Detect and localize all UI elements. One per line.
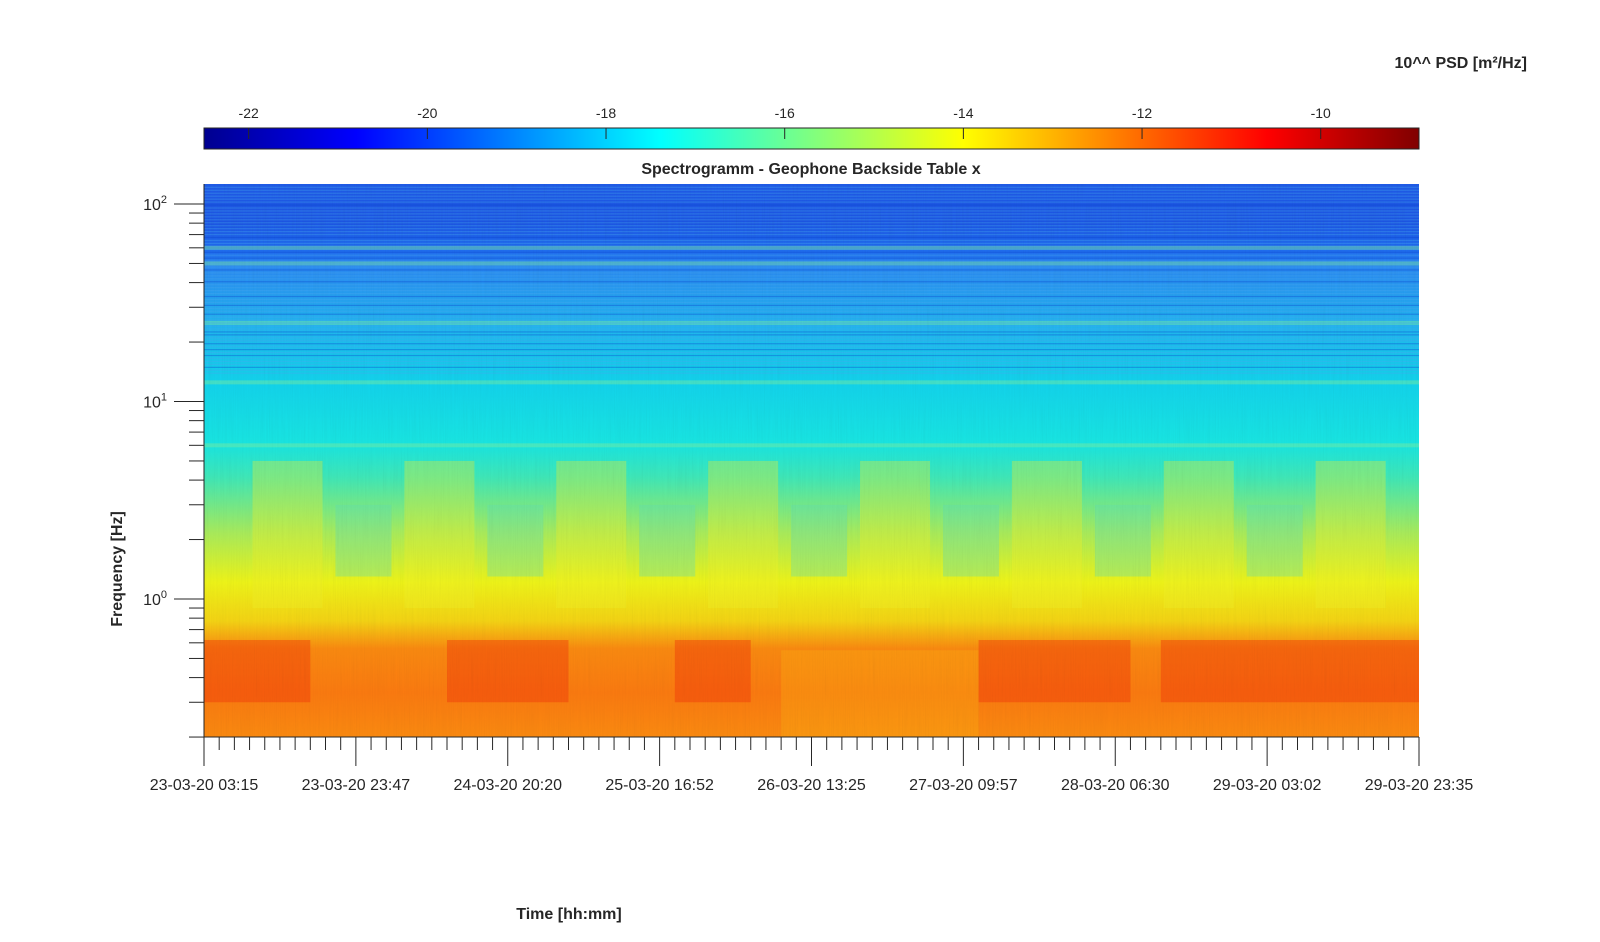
x-tick-label: 25-03-20 16:52: [605, 777, 714, 794]
y-tick-base: 10: [143, 395, 161, 412]
colorbar-tick-label: -14: [953, 105, 973, 121]
chart-title: Spectrogramm - Geophone Backside Table x: [641, 161, 980, 178]
colorbar-bar: [203, 127, 1420, 150]
y-axis-label: Frequency [Hz]: [109, 511, 126, 627]
colorbar-tick-label: -18: [596, 105, 616, 121]
x-tick-label: 27-03-20 09:57: [909, 777, 1018, 794]
y-tick-label: 101: [143, 392, 167, 412]
x-tick-label: 29-03-20 23:35: [1365, 777, 1474, 794]
colorbar-tick-label: -16: [775, 105, 795, 121]
y-tick-label: 102: [143, 194, 167, 214]
x-tick-label: 23-03-20 03:15: [150, 777, 259, 794]
colorbar-ticks: -22 -20 -18 -16 -14 -12 -10: [239, 105, 1331, 139]
x-tick-label: 28-03-20 06:30: [1061, 777, 1170, 794]
y-tick-label: 100: [143, 589, 167, 609]
colorbar-tick-label: -20: [417, 105, 437, 121]
colorbar: -22 -20 -18 -16 -14 -12 -10 10^^ PSD [m²/Hz]: [203, 55, 1527, 150]
y-tick-base: 10: [143, 197, 161, 214]
x-axis-label: Time [hh:mm]: [516, 906, 621, 923]
x-tick-label: 24-03-20 20:20: [453, 777, 562, 794]
y-tick-exponent: 2: [161, 194, 167, 206]
colorbar-tick-label: -10: [1311, 105, 1331, 121]
colorbar-label: 10^^ PSD [m²/Hz]: [1395, 55, 1527, 72]
x-tick-label: 29-03-20 03:02: [1213, 777, 1322, 794]
colorbar-tick-label: -22: [239, 105, 259, 121]
y-tick-base: 10: [143, 592, 161, 609]
y-tick-exponent: 0: [161, 589, 167, 601]
colorbar-tick-label: -12: [1132, 105, 1152, 121]
x-ticks: 23-03-20 03:15 23-03-20 23:47 24-03-20 20:…: [150, 737, 1474, 794]
x-axis: 23-03-20 03:15 23-03-20 23:47 24-03-20 20:…: [150, 736, 1474, 923]
y-tick-exponent: 1: [161, 392, 167, 404]
x-tick-label: 26-03-20 13:25: [757, 777, 866, 794]
x-tick-label: 23-03-20 23:47: [302, 777, 411, 794]
spectrogram-texture: [204, 184, 1419, 737]
plot-area: [204, 184, 1419, 737]
